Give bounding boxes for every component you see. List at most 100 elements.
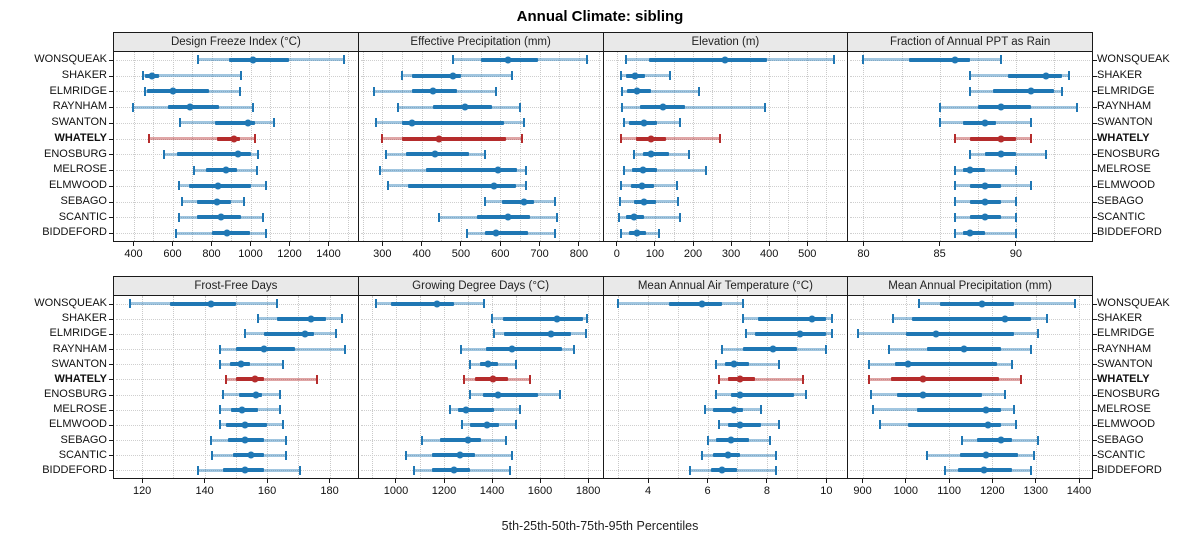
row-tick [109, 154, 113, 156]
whisker-cap [254, 134, 257, 144]
whisker-cap [718, 420, 721, 430]
gridline-vertical [235, 296, 237, 478]
whisker-cap [953, 134, 956, 144]
site-label: RAYNHAM [1097, 342, 1152, 355]
whisker-cap [278, 405, 281, 415]
axis-tick [905, 479, 907, 483]
x-tick-label: 160 [257, 485, 277, 497]
whisker-cap [926, 450, 929, 460]
whisker-cap [511, 71, 514, 81]
site-label: WHATELY [54, 131, 107, 144]
site-label: SCANTIC [58, 448, 107, 461]
row-tick [109, 379, 113, 381]
x-tick-label: 300 [373, 248, 392, 260]
gridline-vertical [677, 296, 679, 478]
median-dot [981, 213, 989, 221]
interquartile-bar [504, 331, 572, 336]
whisker-cap [449, 405, 451, 415]
median-dot [213, 198, 221, 206]
gridline-vertical [329, 296, 331, 478]
gridline-horizontal [360, 333, 601, 335]
gridline-vertical [270, 52, 271, 241]
whisker-cap [777, 420, 780, 430]
panel-header: Elevation (m) [603, 33, 848, 52]
median-dot [984, 421, 992, 429]
interquartile-bar [905, 331, 1015, 336]
median-dot [148, 72, 156, 80]
whisker-cap [742, 314, 745, 324]
whisker-cap [421, 435, 424, 445]
whisker-cap [999, 55, 1002, 65]
whisker-cap [373, 86, 376, 96]
x-tick-label: 500 [451, 248, 471, 260]
gridline-vertical [289, 52, 291, 241]
median-dot [919, 375, 927, 383]
gridline-vertical [949, 296, 951, 478]
interquartile-bar [907, 422, 1002, 427]
median-dot [981, 182, 989, 190]
interquartile-bar [217, 136, 240, 141]
gridline-horizontal [605, 107, 846, 109]
whisker-cap [857, 329, 860, 339]
median-dot [736, 391, 744, 399]
site-label: ELMWOOD [48, 179, 107, 191]
gridline-vertical [468, 296, 470, 478]
gridline-vertical [598, 52, 600, 241]
axis-tick [460, 242, 462, 246]
median-dot [241, 421, 249, 429]
whisker-cap [556, 212, 559, 222]
row-tick [1093, 379, 1097, 381]
whisker-cap [658, 228, 661, 238]
gridline-horizontal [605, 333, 846, 335]
whisker-cap [721, 344, 724, 354]
row-tick [1093, 138, 1097, 140]
median-dot [997, 150, 1005, 158]
axis-tick [768, 242, 770, 246]
whisker-cap [298, 465, 301, 475]
whisker-cap [493, 329, 496, 339]
site-label: WHATELY [54, 372, 107, 385]
whisker-cap [452, 55, 455, 65]
site-label: RAYNHAM [52, 342, 107, 355]
axis-tick [616, 242, 618, 246]
median-dot [633, 229, 641, 237]
whisker-cap [872, 405, 875, 415]
panel: Mean Annual Precipitation (mm) 900 1000 110… [847, 277, 1092, 497]
whisker-cap [742, 299, 745, 309]
gridline-vertical [395, 296, 397, 478]
panel-plot: 120 140 160 180 [114, 296, 358, 497]
x-tick-label: 500 [798, 248, 817, 260]
median-dot [433, 300, 441, 308]
gridline-vertical [211, 52, 213, 241]
x-tick-label: 0 [613, 248, 620, 260]
row-tick [109, 185, 113, 187]
whisker-cap [316, 374, 319, 384]
site-label: WONSQUEAK [34, 297, 107, 309]
gridline-vertical [444, 296, 445, 478]
interquartile-bar [755, 331, 827, 336]
median-dot [639, 166, 647, 174]
whisker-cap [178, 181, 181, 191]
whisker-cap [619, 134, 622, 144]
median-dot [997, 135, 1005, 143]
row-tick [109, 455, 113, 457]
site-label: SCANTIC [1097, 210, 1146, 223]
whisker-cap [265, 228, 268, 238]
percentile-range-line [149, 137, 256, 141]
gridline-horizontal [605, 217, 846, 219]
axis-tick [395, 479, 397, 483]
whisker-cap [953, 181, 956, 191]
x-tick-label: 6 [704, 485, 711, 497]
median-dot [222, 166, 230, 174]
row-tick [1093, 364, 1097, 366]
site-label: ELMWOOD [1097, 179, 1156, 191]
interquartile-bar [1008, 73, 1062, 78]
median-dot [431, 150, 439, 158]
whisker-cap [620, 181, 623, 191]
whisker-cap [1045, 314, 1048, 324]
panel-plot: 1000 1200 1400 1600 1800 [359, 296, 603, 497]
interquartile-bar [440, 438, 482, 443]
whisker-cap [1014, 228, 1017, 238]
interquartile-bar [912, 316, 1032, 321]
whisker-cap [397, 102, 400, 112]
